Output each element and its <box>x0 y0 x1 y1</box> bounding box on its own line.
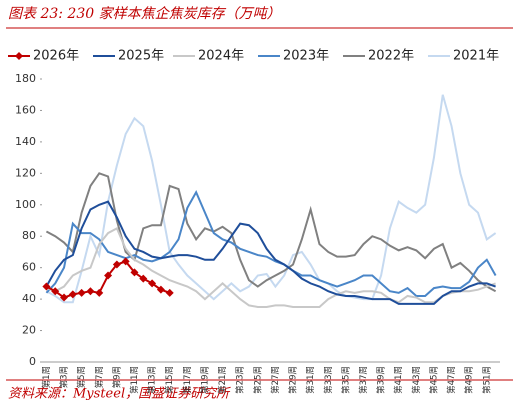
x-tick-label: 第15周 <box>164 366 175 394</box>
point <box>86 287 95 296</box>
point <box>165 288 174 297</box>
x-tick-label: 第31周 <box>305 366 316 394</box>
point <box>148 279 157 288</box>
y-tick-label: 160 <box>15 103 36 116</box>
x-tick-label: 第27周 <box>270 366 281 394</box>
point <box>121 257 130 266</box>
y-tick-label: 120 <box>15 166 36 179</box>
y-tick-label: 60 <box>22 261 36 274</box>
x-tick-label: 第1周 <box>41 366 52 388</box>
legend-label: 2023年 <box>283 49 329 64</box>
point <box>77 288 86 297</box>
y-tick-label: 40 <box>22 292 36 305</box>
point <box>68 290 77 299</box>
legend-label: 2026年 <box>33 49 79 64</box>
x-tick-label: 第29周 <box>288 366 299 394</box>
series-line <box>45 94 497 304</box>
chart-title: 图表 23: 230 家样本焦企焦炭库存（万吨） <box>8 6 281 22</box>
y-tick-label: 0 <box>29 355 36 368</box>
x-tick-label: 第37周 <box>358 366 369 394</box>
legend-label: 2022年 <box>368 49 414 64</box>
series-line <box>45 189 497 297</box>
x-tick-label: 第49周 <box>464 366 475 394</box>
point <box>51 287 60 296</box>
x-tick-label: 第33周 <box>323 366 334 394</box>
point <box>156 285 165 294</box>
x-tick-label: 第13周 <box>147 366 158 394</box>
x-tick-label: 第45周 <box>428 366 439 394</box>
x-tick-label: 第23周 <box>235 366 246 394</box>
source: 资料来源：Mysteel，国盛证券研究所 <box>8 386 231 402</box>
series-line <box>46 226 496 308</box>
x-tick-label: 第51周 <box>481 366 492 394</box>
x-tick-label: 第35周 <box>340 366 351 394</box>
series-line <box>45 200 496 305</box>
x-tick-label: 第7周 <box>94 366 105 388</box>
x-tick-label: 第39周 <box>376 366 387 394</box>
x-tick-label: 第11周 <box>129 366 140 394</box>
x-tick-label: 第43周 <box>411 366 422 394</box>
y-tick-label: 140 <box>15 135 36 148</box>
x-tick-label: 第3周 <box>59 366 70 388</box>
point <box>95 288 104 297</box>
legend-label: 2024年 <box>198 49 244 64</box>
y-tick-label: 20 <box>22 324 36 337</box>
y-tick-label: 100 <box>15 198 36 211</box>
point <box>139 274 148 283</box>
point <box>130 268 139 277</box>
point <box>104 271 113 280</box>
x-tick-label: 第9周 <box>111 366 122 388</box>
point <box>112 260 121 269</box>
y-tick-label: 180 <box>15 72 36 85</box>
x-tick-label: 第25周 <box>252 366 263 394</box>
legend-label: 2025年 <box>118 49 164 64</box>
x-tick-label: 第17周 <box>182 366 193 394</box>
x-tick-label: 第41周 <box>393 366 404 394</box>
point <box>60 293 69 302</box>
legend-marker <box>15 52 23 60</box>
x-tick-label: 第19周 <box>199 366 210 394</box>
y-tick-label: 80 <box>22 229 36 242</box>
x-tick-label: 第5周 <box>76 366 87 388</box>
legend-label: 2021年 <box>453 49 499 64</box>
point <box>42 282 51 291</box>
x-tick-label: 第21周 <box>217 366 228 394</box>
x-tick-label: 第47周 <box>446 366 457 394</box>
